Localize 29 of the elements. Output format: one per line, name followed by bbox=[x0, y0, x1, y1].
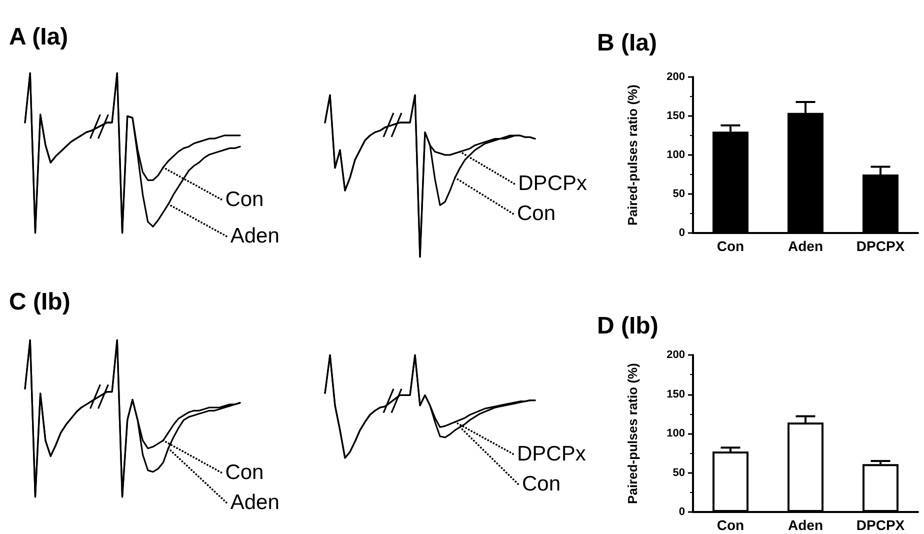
x-tick-label: DPCPX bbox=[856, 517, 906, 533]
y-axis-title: Paired-pulses ratio (%) bbox=[625, 363, 640, 504]
text: Con bbox=[225, 188, 264, 211]
text: Con bbox=[517, 202, 556, 226]
x-tick-label: Aden bbox=[788, 517, 823, 533]
x-tick-label: Con bbox=[716, 238, 744, 254]
y-tick-label: 200 bbox=[666, 71, 685, 83]
series-label: DPCPx bbox=[518, 172, 588, 196]
chart-title: C (Ib) bbox=[9, 288, 70, 316]
y-tick-label: 50 bbox=[672, 188, 685, 200]
text: Aden bbox=[230, 490, 280, 514]
y-tick-label: 150 bbox=[666, 388, 685, 400]
text: Con bbox=[225, 460, 264, 484]
y-tick-label: 100 bbox=[666, 428, 685, 440]
x-tick-label: Con bbox=[716, 517, 744, 533]
chart-title: A (Ia) bbox=[9, 24, 68, 50]
y-tick-label: 100 bbox=[666, 149, 685, 161]
x-tick-label: Aden bbox=[788, 238, 823, 254]
y-tick-label: 0 bbox=[678, 227, 685, 239]
chart-title: B (Ia) bbox=[597, 30, 657, 56]
text: Con bbox=[522, 472, 561, 496]
x-tick-label: DPCPX bbox=[856, 238, 906, 254]
y-axis-title: Paired-pulses ratio (%) bbox=[625, 84, 640, 226]
chart-title: D (Ib) bbox=[597, 312, 658, 340]
series-label: DPCPx bbox=[517, 442, 586, 466]
y-tick-label: 50 bbox=[672, 466, 685, 479]
y-tick-label: 0 bbox=[678, 506, 685, 518]
y-tick-label: 150 bbox=[666, 110, 685, 122]
y-tick-label: 200 bbox=[666, 349, 685, 361]
